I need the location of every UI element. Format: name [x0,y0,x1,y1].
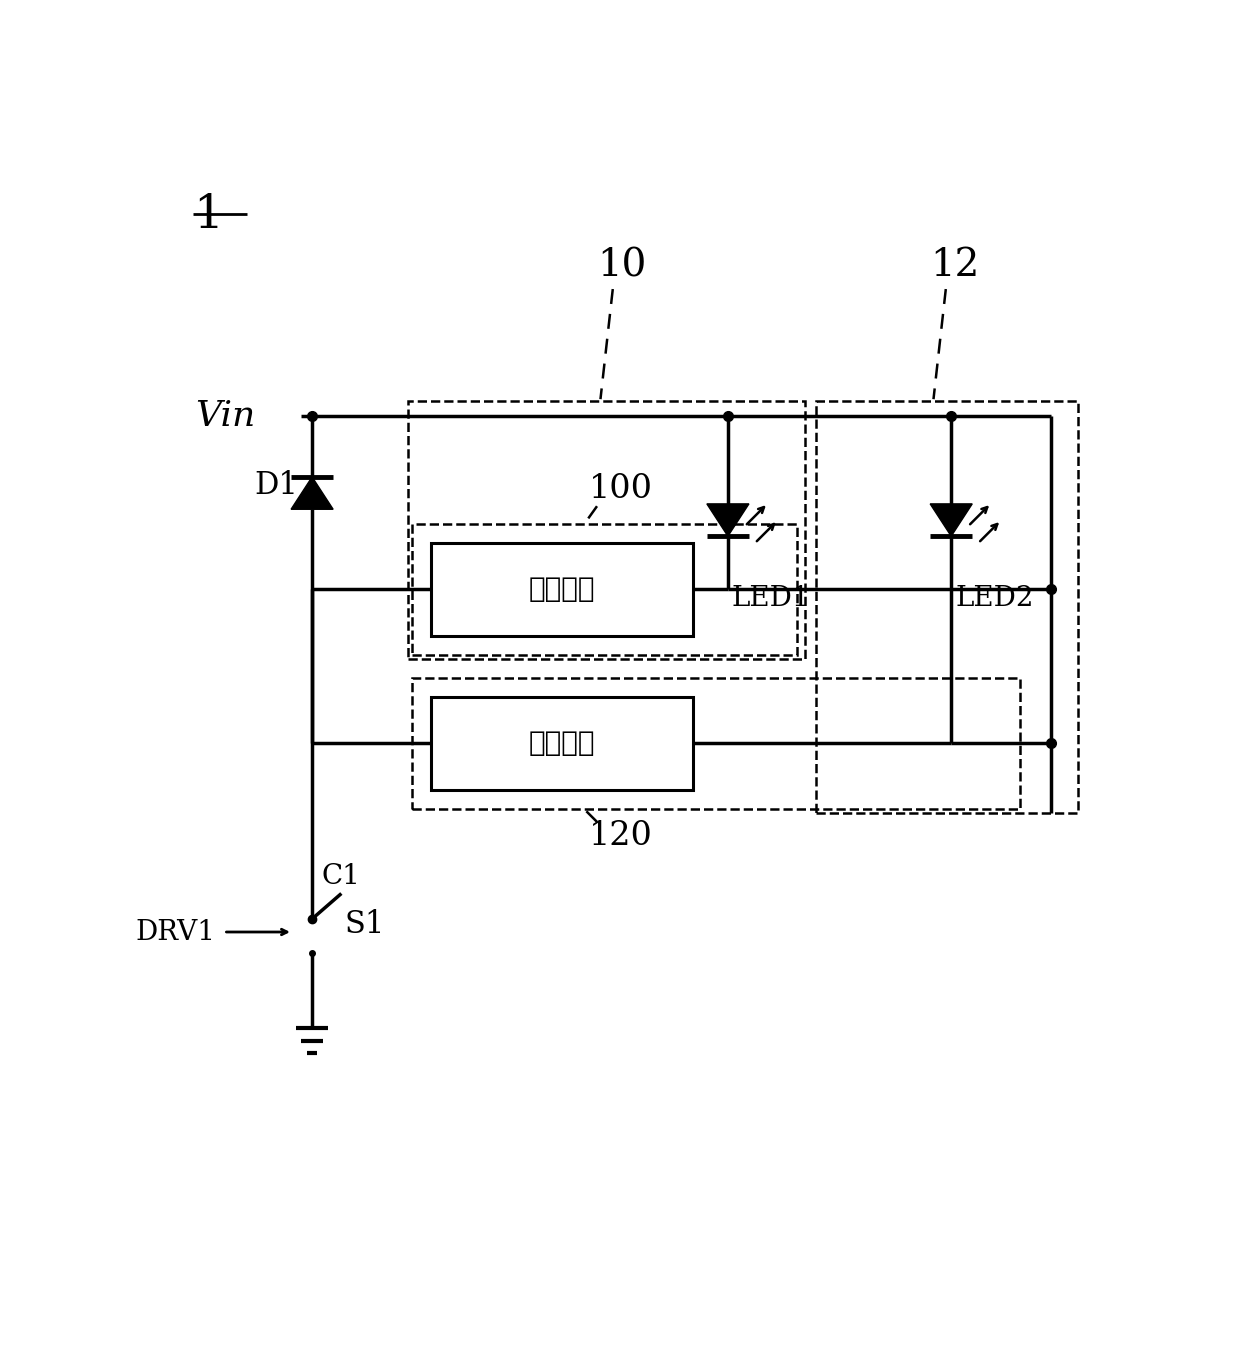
Text: 均流组件: 均流组件 [529,575,595,603]
Text: D1: D1 [254,470,299,501]
Bar [412,678,1021,809]
Bar [408,401,805,659]
Text: S1: S1 [345,909,384,940]
Text: DRV1: DRV1 [136,918,216,945]
Text: 12: 12 [930,247,980,285]
Bar [816,401,1079,813]
Polygon shape [291,477,334,509]
Polygon shape [707,504,749,536]
Polygon shape [930,504,972,536]
Text: LED1: LED1 [732,586,811,613]
Text: 均流组件: 均流组件 [529,729,595,757]
Text: 1: 1 [192,193,223,238]
Text: 120: 120 [589,819,653,852]
Text: 10: 10 [598,247,647,285]
Text: Vin: Vin [195,400,255,433]
Bar [432,543,693,636]
Text: 100: 100 [589,474,653,505]
Text: LED2: LED2 [955,586,1034,613]
Bar [432,697,693,790]
Text: C1: C1 [321,863,360,890]
Bar [412,524,797,655]
